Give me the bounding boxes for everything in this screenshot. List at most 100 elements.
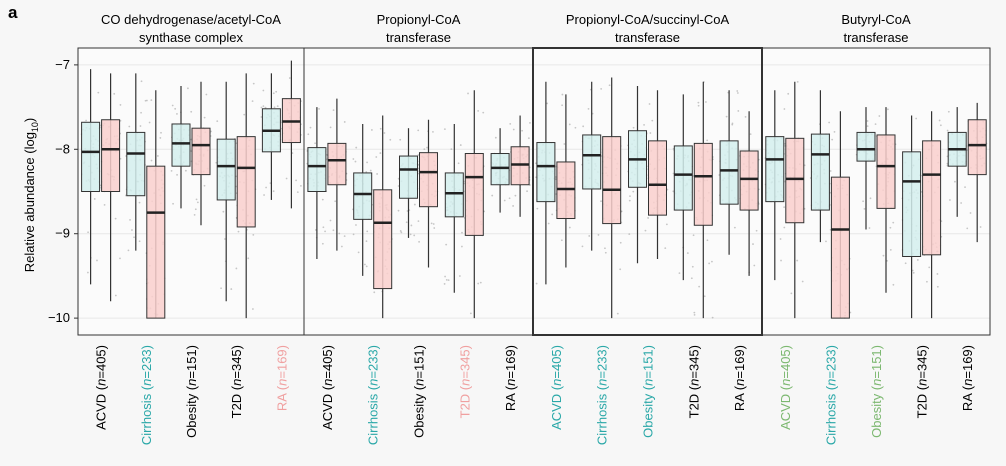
jitter-point <box>365 240 368 243</box>
box-control <box>902 151 922 257</box>
jitter-point <box>737 110 740 112</box>
jitter-point <box>131 229 133 231</box>
facet-title-line: transferase <box>386 30 451 45</box>
jitter-point <box>753 264 756 267</box>
jitter-point <box>458 275 461 277</box>
jitter-point <box>128 125 131 128</box>
jitter-point <box>665 223 668 226</box>
x-category-label: RA (n=169) <box>960 345 975 411</box>
jitter-point <box>370 129 373 131</box>
jitter-point <box>648 103 651 105</box>
jitter-point <box>928 266 931 269</box>
jitter-point <box>457 162 460 165</box>
box-case <box>830 176 850 319</box>
jitter-point <box>600 200 602 203</box>
jitter-point <box>417 129 420 132</box>
jitter-point <box>697 104 700 107</box>
jitter-point <box>527 137 530 140</box>
jitter-point <box>103 203 106 206</box>
jitter-point <box>574 126 577 129</box>
jitter-point <box>264 106 267 109</box>
jitter-point <box>195 198 198 201</box>
jitter-point <box>418 240 420 243</box>
jitter-point <box>96 259 98 262</box>
jitter-point <box>616 312 619 315</box>
jitter-point <box>866 120 869 122</box>
box-case <box>419 152 438 208</box>
jitter-point <box>568 226 571 229</box>
x-category-label: Cirrhosis (n=233) <box>366 345 381 445</box>
facet-title-line: Propionyl-CoA <box>377 12 461 27</box>
jitter-point <box>205 93 208 96</box>
box-control <box>673 145 693 211</box>
jitter-point <box>529 122 531 124</box>
jitter-point <box>174 107 177 110</box>
jitter-point <box>904 262 907 265</box>
jitter-point <box>912 271 915 274</box>
jitter-point <box>379 152 382 154</box>
jitter-point <box>373 291 376 294</box>
jitter-point <box>366 230 369 233</box>
jitter-point <box>397 209 400 212</box>
jitter-point <box>355 146 358 149</box>
jitter-point <box>252 308 254 310</box>
jitter-point <box>114 217 117 220</box>
box-control <box>81 121 101 192</box>
jitter-point <box>508 197 511 200</box>
jitter-point <box>97 91 100 94</box>
jitter-point <box>194 208 197 211</box>
box-case <box>510 146 530 186</box>
jitter-point <box>706 139 709 142</box>
jitter-point <box>698 285 701 288</box>
jitter-point <box>796 259 799 262</box>
jitter-point <box>352 233 355 236</box>
jitter-point <box>309 126 312 129</box>
x-category-label: Cirrhosis (n=233) <box>823 345 838 445</box>
jitter-point <box>430 222 433 225</box>
jitter-point <box>252 82 255 85</box>
jitter-point <box>170 169 173 172</box>
jitter-point <box>608 84 611 87</box>
box-control <box>307 147 327 192</box>
jitter-point <box>582 125 585 128</box>
jitter-point <box>365 171 368 173</box>
y-tick-label: −9 <box>55 226 70 241</box>
jitter-point <box>779 238 782 240</box>
jitter-point <box>651 119 654 122</box>
jitter-point <box>692 234 695 237</box>
box-case <box>785 137 805 224</box>
jitter-point <box>405 221 408 224</box>
jitter-point <box>960 202 963 204</box>
y-tick-label: −10 <box>48 310 70 325</box>
panel-frames <box>77 47 991 336</box>
jitter-point <box>409 233 412 236</box>
jitter-point <box>389 138 392 141</box>
jitter-point <box>295 179 297 182</box>
jitter-point <box>139 125 142 127</box>
jitter-point <box>561 104 564 107</box>
jitter-point <box>445 278 448 281</box>
jitter-point <box>417 154 420 156</box>
jitter-point <box>503 199 506 202</box>
jitter-point <box>260 106 263 109</box>
jitter-point <box>563 143 566 145</box>
jitter-point <box>332 109 335 112</box>
jitter-point <box>450 148 453 151</box>
jitter-point <box>365 265 368 268</box>
jitter-point <box>874 123 877 126</box>
jitter-point <box>509 123 512 125</box>
jitter-point <box>555 165 557 168</box>
jitter-point <box>355 224 357 226</box>
jitter-point <box>176 113 178 115</box>
jitter-point <box>366 161 368 164</box>
jitter-point <box>260 116 263 118</box>
jitter-point <box>399 230 402 232</box>
jitter-point <box>222 210 225 213</box>
jitter-point <box>755 229 758 232</box>
box-layer <box>81 60 987 319</box>
facet-title-line: CO dehydrogenase/acetyl-CoA <box>101 12 281 27</box>
jitter-point <box>410 224 413 227</box>
jitter-point <box>561 93 564 96</box>
jitter-point <box>113 92 116 95</box>
jitter-point <box>210 130 212 133</box>
